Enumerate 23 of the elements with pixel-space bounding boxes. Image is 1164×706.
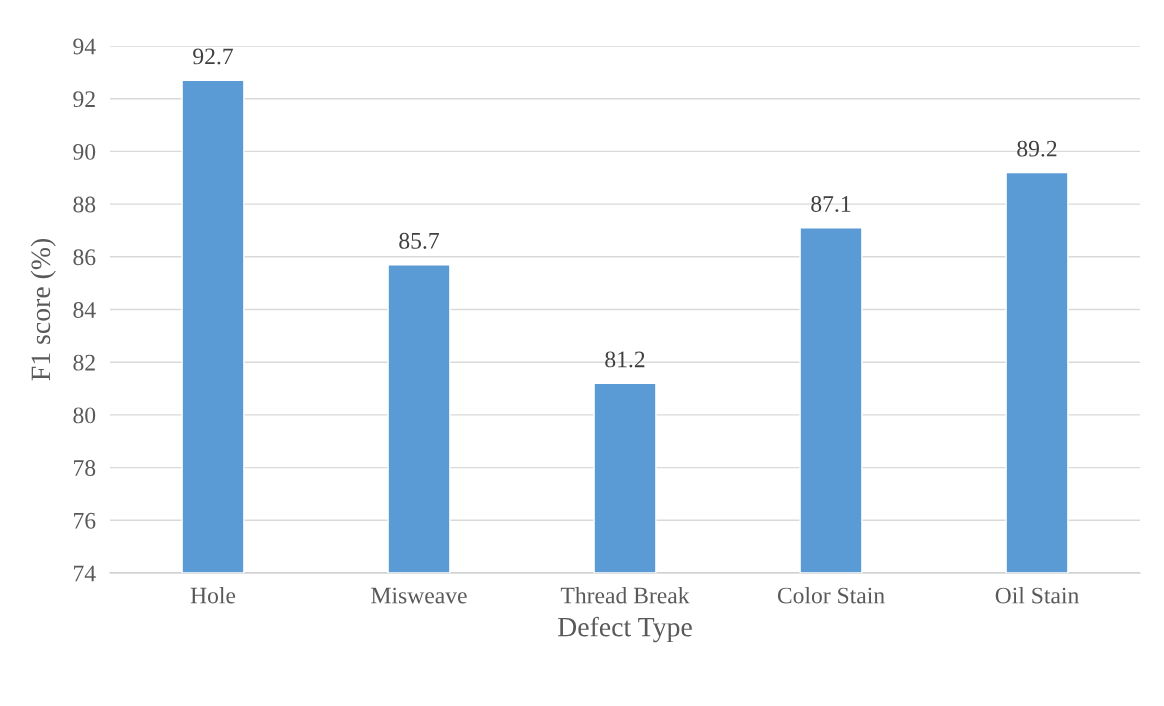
data-label: 87.1	[811, 195, 851, 213]
y-tick-label: 80	[73, 407, 96, 424]
y-tick-label: 74	[74, 565, 96, 582]
y-tick-label: 84	[73, 301, 96, 318]
y-tick-label: 86	[73, 249, 96, 266]
x-tick-label: Oil Stain	[995, 586, 1079, 604]
y-tick-label: 82	[73, 354, 95, 371]
x-tick-label: Misweave	[371, 587, 467, 604]
x-tick-label: Thread Break	[560, 586, 690, 604]
x-axis-title: Defect Type	[557, 616, 692, 643]
data-label: 81.2	[605, 351, 645, 368]
y-tick-label: 94	[73, 38, 96, 55]
data-label: 89.2	[1017, 140, 1057, 157]
y-tick-label: 92	[73, 91, 95, 108]
y-axis-title: F1 score (%)	[30, 238, 56, 381]
y-tick-label: 90	[73, 143, 96, 160]
y-tick-label: 76	[74, 512, 96, 529]
x-tick-label: Hole	[190, 586, 236, 604]
x-tick-label: Color Stain	[777, 586, 885, 604]
y-tick-label: 88	[73, 196, 96, 213]
data-label: 85.7	[399, 232, 439, 249]
data-label: 92.7	[193, 48, 233, 65]
y-tick-label: 78	[74, 460, 96, 477]
